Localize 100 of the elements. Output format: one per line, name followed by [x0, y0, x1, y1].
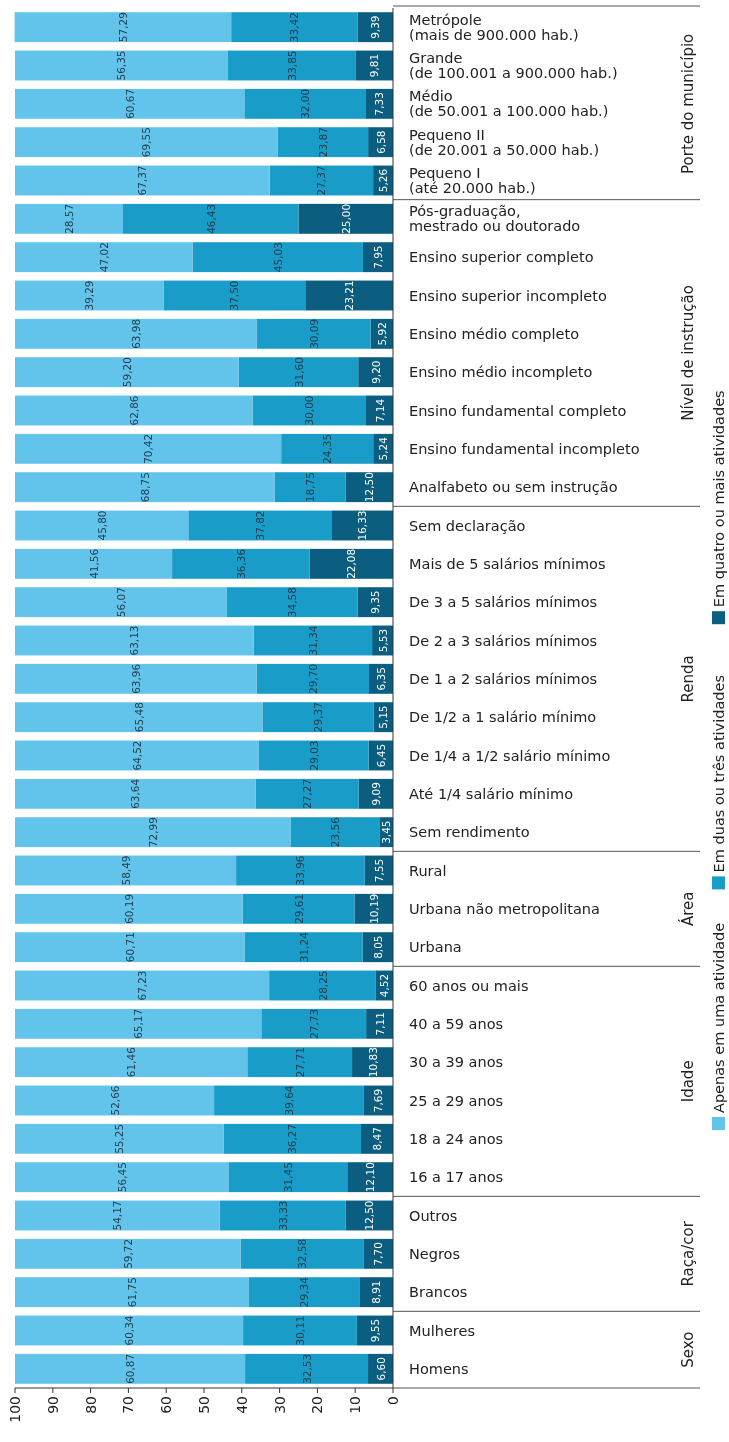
data-label: 57,29	[116, 12, 129, 43]
data-label: 72,99	[146, 817, 159, 848]
data-label: 33,33	[276, 1200, 289, 1231]
data-label: 6,60	[374, 1357, 387, 1381]
bar	[298, 203, 393, 234]
data-label: 68,75	[138, 472, 151, 503]
bar	[261, 1008, 367, 1039]
data-label: 30,11	[293, 1315, 306, 1346]
data-label: 56,45	[115, 1162, 128, 1193]
bar	[15, 970, 270, 1001]
data-label: 32,53	[300, 1353, 313, 1384]
data-label: 5,15	[377, 705, 390, 729]
bar	[255, 778, 359, 809]
data-label: 7,55	[372, 858, 385, 883]
y-tick-label: Analfabeto ou sem instrução	[409, 479, 618, 496]
data-label: 3,45	[380, 820, 393, 844]
data-label: 63,96	[129, 663, 142, 694]
bar	[15, 817, 291, 848]
bar	[244, 88, 366, 119]
bar	[15, 472, 275, 503]
bar	[240, 1238, 364, 1269]
y-tick-label: 16 a 17 anos	[409, 1169, 504, 1186]
bar	[262, 702, 374, 733]
y-tick-label: Sem rendimento	[409, 824, 530, 841]
text: Apenas em uma atividade	[710, 922, 727, 1113]
text: Em duas ou três atividades	[710, 674, 727, 873]
bar	[227, 50, 356, 81]
data-label: 5,92	[375, 322, 388, 346]
bar	[15, 1162, 229, 1193]
bar	[15, 1200, 220, 1231]
bar	[172, 548, 310, 579]
text: Porte do município	[679, 33, 697, 174]
data-label: 28,57	[63, 203, 75, 234]
bar	[188, 510, 332, 541]
data-label: 46,43	[204, 203, 217, 234]
data-label: 12,50	[363, 1200, 376, 1231]
data-label: 5,53	[376, 628, 389, 653]
bar	[15, 1238, 241, 1269]
bar	[347, 1162, 393, 1193]
y-tick-label: Pequeno I (até 20.000 hab.)	[409, 165, 536, 196]
bar	[15, 855, 237, 886]
data-label: 45,03	[271, 242, 284, 273]
bar	[228, 1162, 348, 1193]
data-label: 28,25	[316, 970, 329, 1001]
data-label: 34,58	[286, 587, 299, 618]
bar	[238, 357, 359, 388]
data-label: 6,45	[374, 743, 387, 768]
text: Idade	[679, 1060, 697, 1103]
data-label: 69,55	[140, 127, 153, 158]
data-label: 58,49	[119, 855, 132, 886]
data-label: 8,47	[370, 1127, 383, 1151]
data-label: 56,35	[115, 50, 128, 81]
bar	[15, 280, 164, 311]
bar	[253, 625, 373, 656]
y-tick-label: De 2 a 3 salários mínimos	[409, 632, 598, 649]
data-label: 9,09	[369, 782, 382, 806]
bar	[244, 932, 363, 963]
y-tick-label: Ensino médio incompleto	[409, 364, 593, 381]
bar	[15, 242, 193, 273]
bar	[15, 587, 227, 618]
y-tick-label: Rural	[409, 862, 447, 879]
text: Sexo	[679, 1331, 697, 1368]
x-tick-label: 70	[120, 1396, 137, 1414]
data-label: 45,80	[95, 510, 108, 541]
data-label: 67,23	[136, 970, 149, 1001]
data-label: 23,87	[317, 127, 330, 158]
y-tick-label: Urbana	[409, 939, 462, 956]
y-tick-label: Grande (de 100.001 a 900.000 hab.)	[409, 50, 618, 81]
data-label: 52,66	[108, 1085, 121, 1116]
y-tick-label: Brancos	[409, 1284, 468, 1301]
bar	[226, 587, 358, 618]
y-tick-label: Homens	[409, 1360, 469, 1377]
bar	[123, 203, 299, 234]
data-label: 12,50	[363, 472, 376, 503]
bar	[15, 1277, 249, 1308]
bar	[269, 165, 374, 196]
data-label: 5,26	[377, 168, 390, 193]
y-tick-label: 18 a 24 anos	[409, 1130, 504, 1147]
bar	[15, 1353, 246, 1384]
bar	[245, 1353, 369, 1384]
y-tick-label: De 3 a 5 salários mínimos	[409, 594, 598, 611]
data-label: 65,17	[132, 1008, 145, 1039]
data-label: 39,29	[83, 280, 96, 311]
y-tick-label: Ensino médio completo	[409, 325, 580, 342]
bar	[15, 127, 278, 158]
x-tick-label: 90	[44, 1396, 61, 1414]
bar	[163, 280, 306, 311]
data-label: 16,33	[356, 510, 369, 541]
data-label: 55,25	[113, 1123, 126, 1154]
y-tick-label: Pós-graduação, mestrado ou doutorado	[409, 203, 581, 235]
data-label: 64,52	[130, 740, 143, 771]
data-label: 7,14	[373, 398, 386, 423]
data-label: 37,50	[228, 280, 241, 311]
data-label: 63,64	[129, 778, 142, 809]
data-label: 59,20	[120, 357, 133, 388]
bar	[236, 855, 365, 886]
bar	[277, 127, 369, 158]
data-label: 9,39	[369, 15, 382, 39]
bar	[15, 778, 256, 809]
bar	[252, 395, 367, 426]
